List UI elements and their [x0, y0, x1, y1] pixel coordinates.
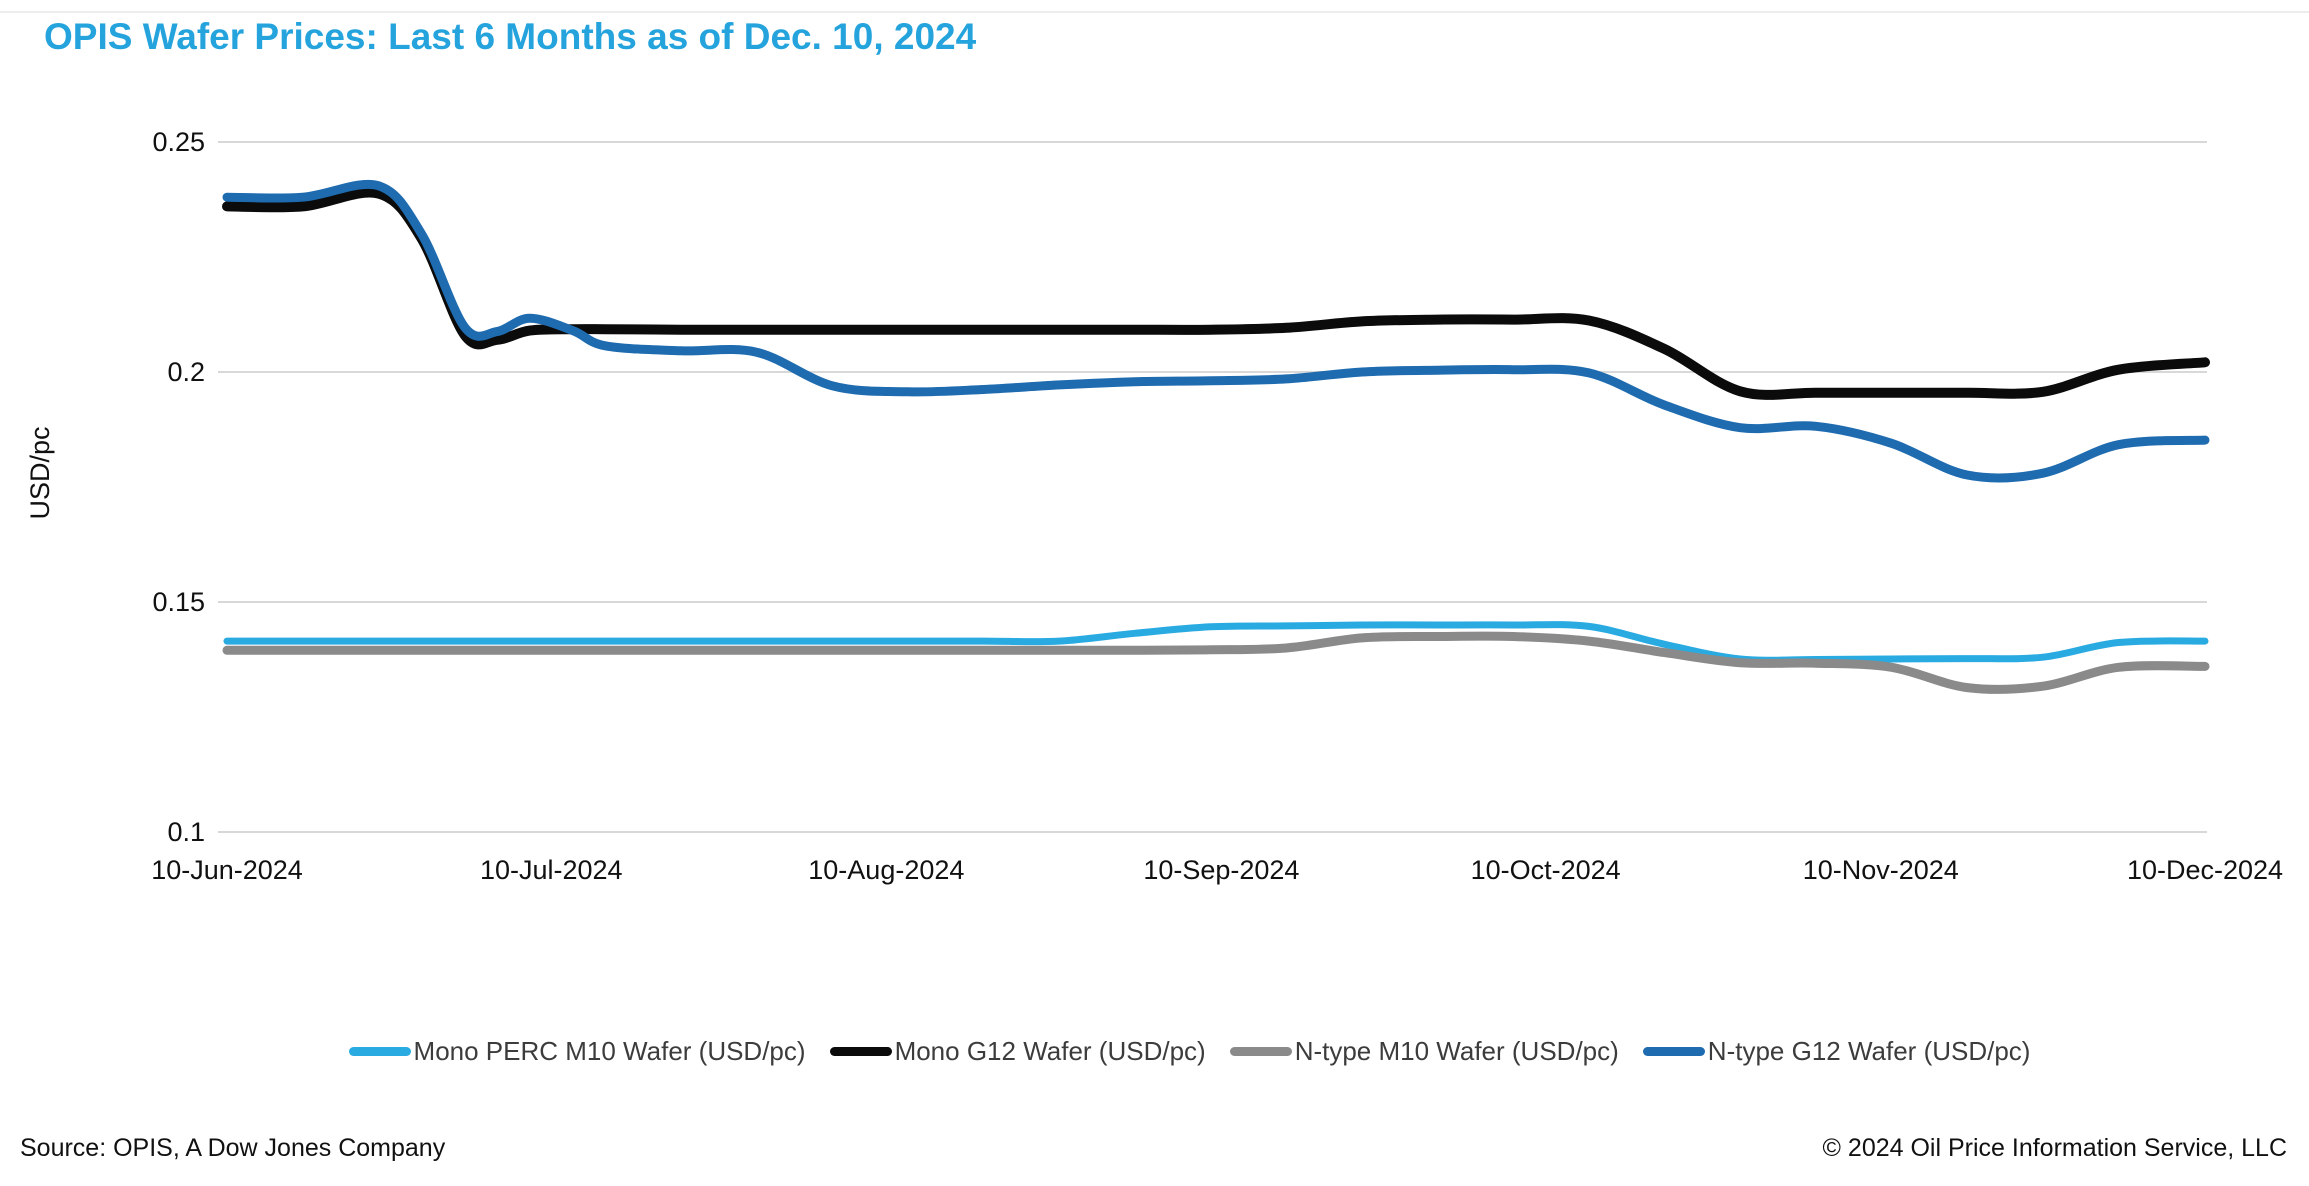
legend-label: N-type G12 Wafer (USD/pc)	[1707, 1036, 2031, 1066]
x-tick-label: 10-Dec-2024	[2126, 855, 2284, 885]
legend-label: Mono PERC M10 Wafer (USD/pc)	[413, 1036, 806, 1066]
legend-item-n-type-g12-wafer-usd-pc: N-type G12 Wafer (USD/pc)	[1642, 1036, 2031, 1067]
y-tick-label: 0.2	[167, 357, 205, 387]
y-tick-label: 0.25	[152, 127, 205, 157]
x-tick-label: 10-Oct-2024	[1470, 855, 1621, 885]
series-line-mono-perc-m10-wafer-usd-pc	[223, 621, 2209, 664]
y-tick-label: 0.15	[152, 587, 205, 617]
x-tick-label: 10-Sep-2024	[1143, 855, 1300, 885]
legend-label: Mono G12 Wafer (USD/pc)	[894, 1036, 1206, 1066]
x-tick-label: 10-Jul-2024	[479, 855, 623, 885]
series-line-n-type-m10-wafer-usd-pc	[222, 631, 2210, 694]
legend-swatch-icon	[348, 1047, 411, 1056]
x-tick-label: 10-Aug-2024	[808, 855, 965, 885]
legend-swatch-icon	[1642, 1047, 1705, 1056]
series-line-mono-g12-wafer-usd-pc	[222, 187, 2210, 400]
legend-swatch-icon	[829, 1047, 892, 1056]
legend-swatch-icon	[1229, 1047, 1292, 1056]
legend-label: N-type M10 Wafer (USD/pc)	[1294, 1036, 1619, 1066]
source-note: Source: OPIS, A Dow Jones Company	[20, 1134, 446, 1162]
legend-item-mono-perc-m10-wafer-usd-pc: Mono PERC M10 Wafer (USD/pc)	[348, 1036, 806, 1067]
legend-item-mono-g12-wafer-usd-pc: Mono G12 Wafer (USD/pc)	[829, 1036, 1206, 1067]
x-tick-label: 10-Jun-2024	[151, 855, 303, 885]
x-tick-label: 10-Nov-2024	[1802, 855, 1959, 885]
series-line-n-type-g12-wafer-usd-pc	[222, 179, 2210, 483]
chart-title: OPIS Wafer Prices: Last 6 Months as of D…	[44, 16, 977, 57]
legend-item-n-type-m10-wafer-usd-pc: N-type M10 Wafer (USD/pc)	[1229, 1036, 1619, 1067]
top-border-line	[0, 11, 2309, 13]
legend: Mono PERC M10 Wafer (USD/pc) Mono G12 Waf…	[0, 1036, 2309, 1067]
copyright-note: © 2024 Oil Price Information Service, LL…	[1822, 1134, 2287, 1162]
y-tick-label: 0.1	[167, 817, 205, 847]
